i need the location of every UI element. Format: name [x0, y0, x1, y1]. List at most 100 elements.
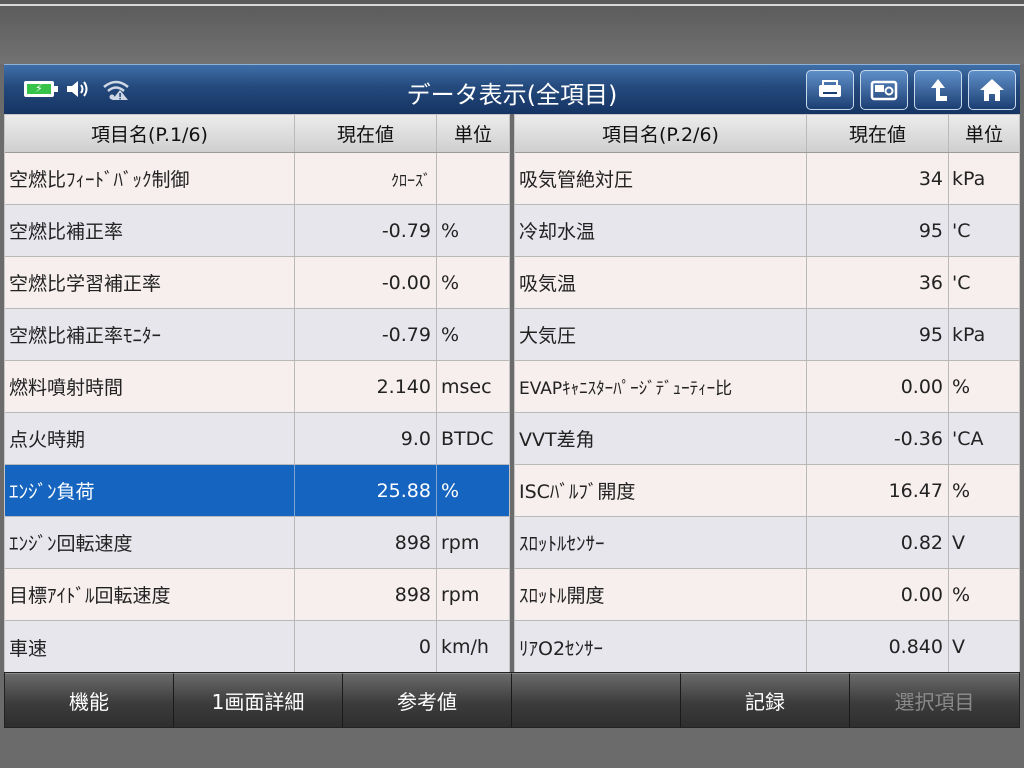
reference-value-button[interactable]: 参考値 — [343, 673, 512, 727]
table-row[interactable]: VVT差角 -0.36 'CA — [515, 413, 1019, 465]
function-button[interactable]: 機能 — [5, 673, 174, 727]
item-value: -0.79 — [295, 309, 437, 360]
item-unit: % — [441, 323, 460, 346]
item-unit: rpm — [441, 531, 480, 554]
item-value: 0.840 — [807, 621, 949, 673]
item-name: EVAPｷｬﾆｽﾀｰﾊﾟｰｼﾞﾃﾞｭｰﾃｨｰ比 — [515, 361, 807, 412]
header-current-value[interactable]: 現在値 — [295, 115, 437, 152]
table-row[interactable]: ISCﾊﾞﾙﾌﾞ開度 16.47% — [515, 465, 1019, 517]
item-value: 34 — [807, 153, 949, 204]
item-value: 0.00 — [807, 569, 949, 620]
top-divider — [0, 4, 1024, 6]
item-value: -0.36 — [807, 413, 949, 464]
item-value: 0 — [295, 621, 437, 673]
nav-buttons — [806, 70, 1016, 110]
header-item-name[interactable]: 項目名(P.1/6) — [5, 115, 295, 152]
camera-icon — [870, 80, 898, 101]
wifi-warning-icon — [103, 80, 129, 100]
header-unit[interactable]: 単位 — [964, 124, 1003, 146]
table-row[interactable]: 車速 0 km/h — [5, 621, 509, 673]
item-value: 898 — [295, 569, 437, 620]
item-value: 95 — [807, 309, 949, 360]
item-name: 冷却水温 — [515, 205, 807, 256]
table-row[interactable]: ｴﾝｼﾞﾝ回転速度 898 rpm — [5, 517, 509, 569]
header-item-name[interactable]: 項目名(P.2/6) — [515, 115, 807, 152]
header-current-value[interactable]: 現在値 — [807, 115, 949, 152]
function-bar: 機能 1画面詳細 参考値 記録 選択項目 — [4, 672, 1020, 728]
table-row[interactable]: EVAPｷｬﾆｽﾀｰﾊﾟｰｼﾞﾃﾞｭｰﾃｨｰ比 0.00% — [515, 361, 1019, 413]
print-icon — [819, 80, 841, 97]
item-value: 16.47 — [807, 465, 949, 516]
item-unit: 'CA — [952, 427, 984, 450]
table-row[interactable]: 点火時期 9.0 BTDC — [5, 413, 509, 465]
item-name: 車速 — [5, 621, 295, 673]
table-row[interactable]: ﾘｱO2ｾﾝｻｰ 0.840 V — [515, 621, 1019, 673]
battery-icon: ⚡ — [24, 81, 58, 97]
item-name: 燃料噴射時間 — [5, 361, 295, 412]
item-unit: % — [952, 375, 971, 398]
item-name: ISCﾊﾞﾙﾌﾞ開度 — [515, 465, 807, 516]
select-items-button[interactable]: 選択項目 — [850, 673, 1019, 727]
table-row[interactable]: ｽﾛｯﾄﾙｾﾝｻｰ 0.82 V — [515, 517, 1019, 569]
item-name: 空燃比補正率 — [5, 205, 295, 256]
data-table-left: 項目名(P.1/6) 現在値 単位 空燃比ﾌｨｰﾄﾞﾊﾞｯｸ制御 ｸﾛｰｽﾞ 空燃… — [4, 114, 510, 673]
item-name: 空燃比補正率ﾓﾆﾀｰ — [5, 309, 295, 360]
item-name: 空燃比学習補正率 — [5, 257, 295, 308]
item-unit: % — [441, 219, 460, 242]
status-icons: ⚡ — [24, 77, 130, 101]
home-icon — [980, 79, 1004, 101]
table-row[interactable]: 大気圧 95 kPa — [515, 309, 1019, 361]
item-value: 95 — [807, 205, 949, 256]
item-name: ﾘｱO2ｾﾝｻｰ — [515, 621, 807, 673]
item-value: -0.79 — [295, 205, 437, 256]
table-row[interactable]: 空燃比ﾌｨｰﾄﾞﾊﾞｯｸ制御 ｸﾛｰｽﾞ — [5, 153, 509, 205]
table-row[interactable]: ｽﾛｯﾄﾙ開度 0.00% — [515, 569, 1019, 621]
table-row[interactable]: 空燃比補正率 -0.79% — [5, 205, 509, 257]
back-button[interactable] — [914, 70, 962, 110]
item-unit: V — [952, 531, 965, 554]
item-name: ｽﾛｯﾄﾙｾﾝｻｰ — [515, 517, 807, 568]
empty-button[interactable] — [512, 673, 681, 727]
camera-button[interactable] — [860, 70, 908, 110]
item-value: 0.82 — [807, 517, 949, 568]
item-unit: % — [441, 479, 460, 502]
table-row[interactable]: 冷却水温 95 'C — [515, 205, 1019, 257]
item-unit: kPa — [952, 323, 986, 346]
data-table-right: 項目名(P.2/6) 現在値 単位 吸気管絶対圧 34 kPa 冷却水温 95 'C 吸… — [514, 114, 1020, 673]
table-row[interactable]: 吸気管絶対圧 34 kPa — [515, 153, 1019, 205]
item-value: 9.0 — [295, 413, 437, 464]
table-row[interactable]: 空燃比補正率ﾓﾆﾀｰ -0.79% — [5, 309, 509, 361]
table-row-selected[interactable]: ｴﾝｼﾞﾝ負荷 25.88% — [5, 465, 509, 517]
item-value: 2.140 — [295, 361, 437, 412]
item-unit — [437, 153, 509, 204]
item-name: ｽﾛｯﾄﾙ開度 — [515, 569, 807, 620]
print-button[interactable] — [806, 70, 854, 110]
item-name: ｴﾝｼﾞﾝ回転速度 — [5, 517, 295, 568]
home-button[interactable] — [968, 70, 1016, 110]
item-name: 吸気管絶対圧 — [515, 153, 807, 204]
item-unit: % — [952, 583, 971, 606]
item-name: 点火時期 — [5, 413, 295, 464]
page-title: データ表示(全項目) — [406, 81, 618, 109]
item-unit: BTDC — [441, 427, 494, 450]
item-unit: V — [952, 636, 965, 658]
item-unit: rpm — [441, 583, 480, 606]
table-row[interactable]: 吸気温 36 'C — [515, 257, 1019, 309]
table-row[interactable]: 燃料噴射時間 2.140 msec — [5, 361, 509, 413]
item-name: 空燃比ﾌｨｰﾄﾞﾊﾞｯｸ制御 — [5, 153, 295, 204]
detail-view-button[interactable]: 1画面詳細 — [174, 673, 343, 727]
bottom-strip — [0, 728, 1024, 768]
item-unit: % — [952, 479, 971, 502]
item-value: 36 — [807, 257, 949, 308]
item-unit: 'C — [952, 219, 971, 242]
header-unit[interactable]: 単位 — [453, 124, 492, 146]
item-value: 25.88 — [295, 465, 437, 516]
item-unit: % — [441, 271, 460, 294]
record-button[interactable]: 記録 — [681, 673, 850, 727]
item-name: VVT差角 — [515, 413, 807, 464]
item-value: 898 — [295, 517, 437, 568]
item-unit: kPa — [952, 167, 986, 190]
item-unit: 'C — [952, 271, 971, 294]
table-row[interactable]: 目標ｱｲﾄﾞﾙ回転速度 898 rpm — [5, 569, 509, 621]
table-row[interactable]: 空燃比学習補正率 -0.00% — [5, 257, 509, 309]
